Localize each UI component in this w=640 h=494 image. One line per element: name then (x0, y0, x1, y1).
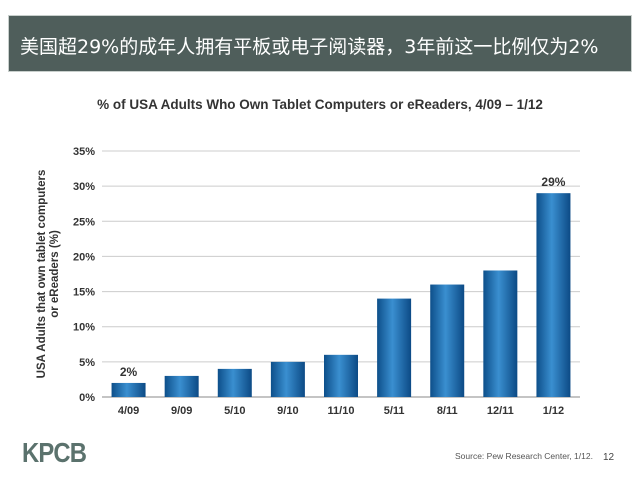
slide-title: 美国超29%的成年人拥有平板或电子阅读器，3年前这一比例仅为2% (20, 36, 599, 58)
x-tick-label: 1/12 (543, 405, 564, 417)
page-number: 12 (603, 452, 615, 463)
source-note: Source: Pew Research Center, 1/12. (455, 451, 593, 461)
bar (430, 284, 465, 397)
y-tick-label: 5% (79, 357, 95, 369)
bar (377, 298, 412, 397)
x-tick-label: 9/10 (277, 405, 298, 417)
bar (217, 368, 252, 397)
data-label: 29% (541, 175, 565, 189)
bar (164, 375, 199, 397)
chart-title: % of USA Adults Who Own Tablet Computers… (97, 97, 543, 112)
y-tick-label: 15% (73, 287, 95, 299)
y-tick-label: 30% (73, 181, 95, 193)
y-tick-label: 25% (73, 216, 95, 228)
y-tick-label: 10% (73, 322, 95, 334)
y-tick-label: 0% (79, 392, 95, 404)
x-tick-label: 12/11 (487, 405, 514, 417)
kpcb-logo: KPCB (22, 437, 87, 468)
bar (324, 354, 358, 397)
bar (270, 361, 305, 397)
y-tick-label: 35% (73, 146, 95, 158)
y-tick-label: 20% (73, 251, 95, 263)
bar (111, 382, 146, 397)
x-tick-label: 11/10 (328, 405, 355, 417)
x-tick-label: 8/11 (437, 405, 458, 417)
slide-header: 美国超29%的成年人拥有平板或电子阅读器，3年前这一比例仅为2% (8, 15, 632, 72)
bar (483, 270, 518, 397)
x-tick-label: 5/10 (224, 405, 245, 417)
y-axis-label: USA Adults that own tablet computersor e… (36, 170, 61, 379)
x-tick-label: 5/11 (384, 405, 405, 417)
x-tick-label: 4/09 (118, 405, 139, 417)
data-label: 2% (120, 365, 138, 379)
bar (536, 193, 571, 397)
x-tick-label: 9/09 (171, 405, 192, 417)
